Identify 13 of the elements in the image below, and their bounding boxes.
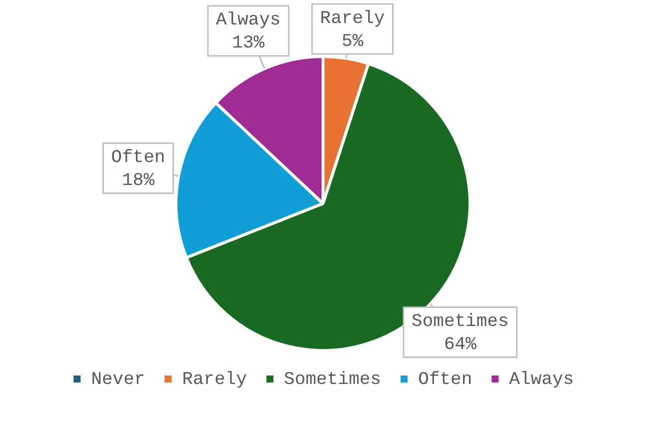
legend-label: Never: [91, 370, 146, 390]
legend-label: Rarely: [182, 370, 248, 390]
legend-label: Sometimes: [284, 370, 382, 390]
slice-label: Rarely: [320, 8, 386, 29]
data-label: 13%: [232, 34, 265, 54]
legend-label: Always: [509, 370, 574, 390]
legend-label: Often: [418, 370, 472, 390]
data-label: 5%: [342, 32, 364, 52]
slice-label: Often: [111, 148, 166, 168]
slice-label: Always: [216, 10, 281, 31]
data-label: 18%: [122, 171, 155, 192]
slice-label: Sometimes: [412, 312, 509, 332]
data-label: 64%: [444, 335, 477, 356]
